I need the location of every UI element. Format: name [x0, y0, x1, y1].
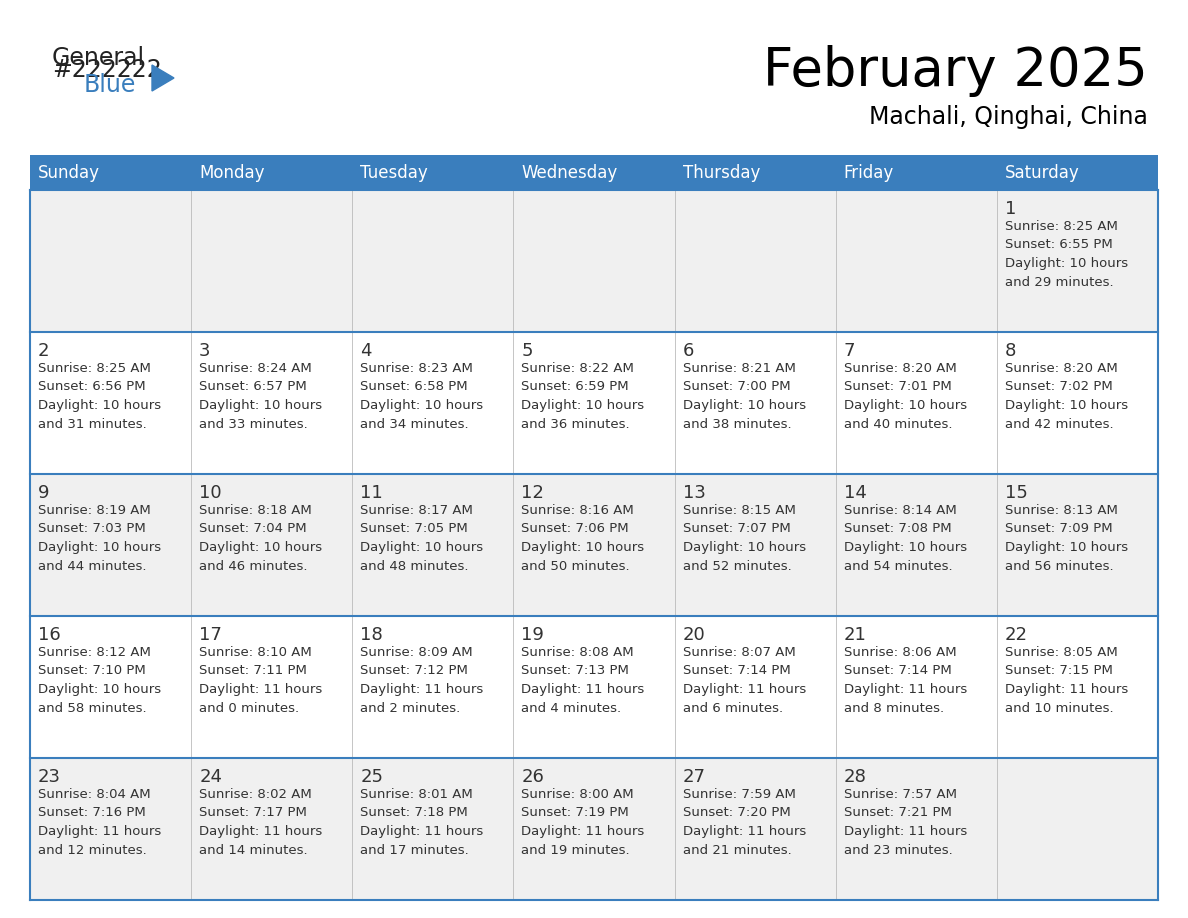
Text: 7: 7: [843, 342, 855, 360]
Text: Sunrise: 8:04 AM
Sunset: 7:16 PM
Daylight: 11 hours
and 12 minutes.: Sunrise: 8:04 AM Sunset: 7:16 PM Dayligh…: [38, 788, 162, 856]
Text: 22: 22: [1005, 626, 1028, 644]
Text: 25: 25: [360, 768, 384, 786]
Text: Sunrise: 8:09 AM
Sunset: 7:12 PM
Daylight: 11 hours
and 2 minutes.: Sunrise: 8:09 AM Sunset: 7:12 PM Dayligh…: [360, 646, 484, 714]
Text: 24: 24: [200, 768, 222, 786]
Text: Sunrise: 8:10 AM
Sunset: 7:11 PM
Daylight: 11 hours
and 0 minutes.: Sunrise: 8:10 AM Sunset: 7:11 PM Dayligh…: [200, 646, 322, 714]
Text: Sunrise: 8:21 AM
Sunset: 7:00 PM
Daylight: 10 hours
and 38 minutes.: Sunrise: 8:21 AM Sunset: 7:00 PM Dayligh…: [683, 362, 805, 431]
Text: 14: 14: [843, 484, 866, 502]
Text: Sunrise: 8:20 AM
Sunset: 7:01 PM
Daylight: 10 hours
and 40 minutes.: Sunrise: 8:20 AM Sunset: 7:01 PM Dayligh…: [843, 362, 967, 431]
Text: Sunrise: 8:16 AM
Sunset: 7:06 PM
Daylight: 10 hours
and 50 minutes.: Sunrise: 8:16 AM Sunset: 7:06 PM Dayligh…: [522, 504, 645, 573]
Text: Sunrise: 8:05 AM
Sunset: 7:15 PM
Daylight: 11 hours
and 10 minutes.: Sunrise: 8:05 AM Sunset: 7:15 PM Dayligh…: [1005, 646, 1129, 714]
Text: Sunrise: 8:13 AM
Sunset: 7:09 PM
Daylight: 10 hours
and 56 minutes.: Sunrise: 8:13 AM Sunset: 7:09 PM Dayligh…: [1005, 504, 1127, 573]
Text: Sunday: Sunday: [38, 163, 100, 182]
Bar: [30, 332, 1158, 474]
Text: Sunrise: 8:14 AM
Sunset: 7:08 PM
Daylight: 10 hours
and 54 minutes.: Sunrise: 8:14 AM Sunset: 7:08 PM Dayligh…: [843, 504, 967, 573]
Text: #222222: #222222: [52, 58, 162, 82]
Text: 16: 16: [38, 626, 61, 644]
Text: Sunrise: 8:07 AM
Sunset: 7:14 PM
Daylight: 11 hours
and 6 minutes.: Sunrise: 8:07 AM Sunset: 7:14 PM Dayligh…: [683, 646, 805, 714]
Bar: [30, 190, 1158, 332]
Text: 11: 11: [360, 484, 383, 502]
Text: 3: 3: [200, 342, 210, 360]
Text: Sunrise: 8:24 AM
Sunset: 6:57 PM
Daylight: 10 hours
and 33 minutes.: Sunrise: 8:24 AM Sunset: 6:57 PM Dayligh…: [200, 362, 322, 431]
Text: Blue: Blue: [84, 73, 137, 97]
Text: Sunrise: 8:06 AM
Sunset: 7:14 PM
Daylight: 11 hours
and 8 minutes.: Sunrise: 8:06 AM Sunset: 7:14 PM Dayligh…: [843, 646, 967, 714]
Text: 20: 20: [683, 626, 706, 644]
Text: Tuesday: Tuesday: [360, 163, 428, 182]
Text: General: General: [52, 46, 145, 70]
Text: 9: 9: [38, 484, 50, 502]
Text: 19: 19: [522, 626, 544, 644]
Text: Sunrise: 8:17 AM
Sunset: 7:05 PM
Daylight: 10 hours
and 48 minutes.: Sunrise: 8:17 AM Sunset: 7:05 PM Dayligh…: [360, 504, 484, 573]
Text: 15: 15: [1005, 484, 1028, 502]
Polygon shape: [152, 65, 173, 91]
Text: Sunrise: 8:23 AM
Sunset: 6:58 PM
Daylight: 10 hours
and 34 minutes.: Sunrise: 8:23 AM Sunset: 6:58 PM Dayligh…: [360, 362, 484, 431]
Text: Sunrise: 8:25 AM
Sunset: 6:56 PM
Daylight: 10 hours
and 31 minutes.: Sunrise: 8:25 AM Sunset: 6:56 PM Dayligh…: [38, 362, 162, 431]
Text: Monday: Monday: [200, 163, 265, 182]
Text: Sunrise: 8:15 AM
Sunset: 7:07 PM
Daylight: 10 hours
and 52 minutes.: Sunrise: 8:15 AM Sunset: 7:07 PM Dayligh…: [683, 504, 805, 573]
Text: Sunrise: 8:18 AM
Sunset: 7:04 PM
Daylight: 10 hours
and 46 minutes.: Sunrise: 8:18 AM Sunset: 7:04 PM Dayligh…: [200, 504, 322, 573]
Text: Sunrise: 7:59 AM
Sunset: 7:20 PM
Daylight: 11 hours
and 21 minutes.: Sunrise: 7:59 AM Sunset: 7:20 PM Dayligh…: [683, 788, 805, 856]
Text: 4: 4: [360, 342, 372, 360]
Text: Sunrise: 8:20 AM
Sunset: 7:02 PM
Daylight: 10 hours
and 42 minutes.: Sunrise: 8:20 AM Sunset: 7:02 PM Dayligh…: [1005, 362, 1127, 431]
Text: Sunrise: 8:08 AM
Sunset: 7:13 PM
Daylight: 11 hours
and 4 minutes.: Sunrise: 8:08 AM Sunset: 7:13 PM Dayligh…: [522, 646, 645, 714]
Text: Sunrise: 8:25 AM
Sunset: 6:55 PM
Daylight: 10 hours
and 29 minutes.: Sunrise: 8:25 AM Sunset: 6:55 PM Dayligh…: [1005, 220, 1127, 288]
Text: 26: 26: [522, 768, 544, 786]
Text: 28: 28: [843, 768, 866, 786]
Text: Sunrise: 8:12 AM
Sunset: 7:10 PM
Daylight: 10 hours
and 58 minutes.: Sunrise: 8:12 AM Sunset: 7:10 PM Dayligh…: [38, 646, 162, 714]
Text: Sunrise: 8:01 AM
Sunset: 7:18 PM
Daylight: 11 hours
and 17 minutes.: Sunrise: 8:01 AM Sunset: 7:18 PM Dayligh…: [360, 788, 484, 856]
Text: 21: 21: [843, 626, 866, 644]
Text: 17: 17: [200, 626, 222, 644]
Bar: [30, 616, 1158, 758]
Text: 13: 13: [683, 484, 706, 502]
Text: 12: 12: [522, 484, 544, 502]
Text: Thursday: Thursday: [683, 163, 760, 182]
Bar: [30, 758, 1158, 900]
Text: 23: 23: [38, 768, 61, 786]
Text: Sunrise: 8:19 AM
Sunset: 7:03 PM
Daylight: 10 hours
and 44 minutes.: Sunrise: 8:19 AM Sunset: 7:03 PM Dayligh…: [38, 504, 162, 573]
Text: 8: 8: [1005, 342, 1016, 360]
Text: Sunrise: 8:22 AM
Sunset: 6:59 PM
Daylight: 10 hours
and 36 minutes.: Sunrise: 8:22 AM Sunset: 6:59 PM Dayligh…: [522, 362, 645, 431]
Text: Saturday: Saturday: [1005, 163, 1080, 182]
Text: 10: 10: [200, 484, 222, 502]
Text: Sunrise: 7:57 AM
Sunset: 7:21 PM
Daylight: 11 hours
and 23 minutes.: Sunrise: 7:57 AM Sunset: 7:21 PM Dayligh…: [843, 788, 967, 856]
Text: February 2025: February 2025: [763, 45, 1148, 97]
Bar: [30, 155, 1158, 190]
Text: 6: 6: [683, 342, 694, 360]
Text: 1: 1: [1005, 200, 1016, 218]
Text: Friday: Friday: [843, 163, 893, 182]
Text: Machali, Qinghai, China: Machali, Qinghai, China: [870, 105, 1148, 129]
Text: Sunrise: 8:02 AM
Sunset: 7:17 PM
Daylight: 11 hours
and 14 minutes.: Sunrise: 8:02 AM Sunset: 7:17 PM Dayligh…: [200, 788, 322, 856]
Text: 5: 5: [522, 342, 533, 360]
Text: Wednesday: Wednesday: [522, 163, 618, 182]
Text: 27: 27: [683, 768, 706, 786]
Text: 2: 2: [38, 342, 50, 360]
Text: 18: 18: [360, 626, 383, 644]
Text: Sunrise: 8:00 AM
Sunset: 7:19 PM
Daylight: 11 hours
and 19 minutes.: Sunrise: 8:00 AM Sunset: 7:19 PM Dayligh…: [522, 788, 645, 856]
Bar: [30, 474, 1158, 616]
